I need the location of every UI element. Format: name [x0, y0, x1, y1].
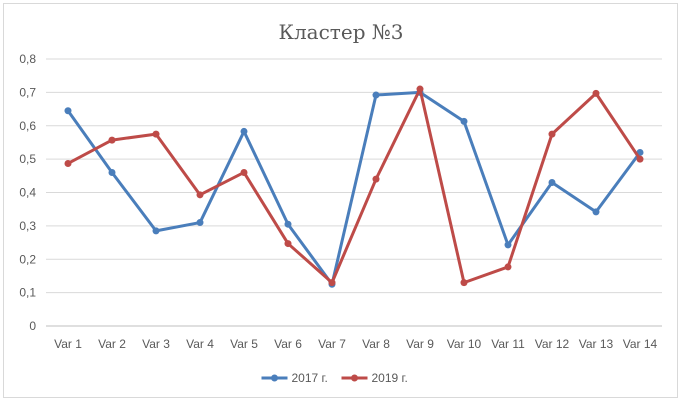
x-tick-label: Var 6: [274, 337, 302, 351]
y-tick-label: 0,6: [19, 119, 36, 133]
x-tick-label: Var 3: [142, 337, 170, 351]
y-tick-label: 0,1: [19, 286, 36, 300]
data-point: [592, 89, 600, 97]
data-point: [284, 220, 292, 228]
y-tick-label: 0,7: [19, 85, 36, 99]
data-point: [196, 219, 204, 227]
x-tick-label: Var 4: [186, 337, 214, 351]
data-point: [372, 175, 380, 183]
legend: 2017 г. 2019 г.: [261, 371, 408, 385]
data-point: [240, 168, 248, 176]
data-point: [240, 127, 248, 135]
data-point: [64, 159, 72, 167]
data-point: [504, 241, 512, 249]
data-point: [416, 85, 424, 93]
y-axis-ticks: 0 0,1 0,2 0,3 0,4 0,5 0,6 0,7 0,8: [19, 52, 36, 333]
series-line-2: [66, 87, 642, 285]
x-tick-label: Var 2: [98, 337, 126, 351]
y-tick-label: 0: [29, 319, 36, 333]
x-tick-label: Var 13: [579, 337, 614, 351]
data-point: [152, 227, 160, 235]
data-point: [548, 178, 556, 186]
data-point: [372, 91, 380, 99]
legend-label: 2019 г.: [372, 371, 408, 385]
chart-frame: Кластер №3 0 0,1 0,2 0,3 0,4 0,5 0,6 0,7 0,8 Var…: [3, 3, 678, 398]
x-tick-label: Var 12: [535, 337, 570, 351]
legend-swatch-marker: [271, 374, 278, 382]
legend-swatch-marker: [351, 374, 358, 382]
x-tick-label: Var 10: [447, 337, 482, 351]
data-point: [548, 130, 556, 138]
x-axis-ticks: Var 1 Var 2 Var 3 Var 4 Var 5 Var 6 Var 7 Var 8…: [54, 337, 657, 351]
data-point: [196, 191, 204, 199]
data-point: [504, 263, 512, 271]
y-tick-label: 0,3: [19, 219, 36, 233]
y-tick-label: 0,2: [19, 252, 36, 266]
x-tick-label: Var 9: [406, 337, 434, 351]
data-point: [328, 279, 336, 287]
data-point: [460, 279, 468, 287]
data-point: [592, 208, 600, 216]
data-point: [460, 117, 468, 125]
data-point: [152, 130, 160, 138]
data-point: [108, 168, 116, 176]
x-tick-label: Var 8: [362, 337, 390, 351]
data-point: [636, 155, 644, 163]
chart-title: Кластер №3: [278, 20, 403, 44]
y-tick-label: 0,8: [19, 52, 36, 66]
x-tick-label: Var 7: [318, 337, 346, 351]
data-point: [64, 107, 72, 115]
x-tick-label: Var 14: [623, 337, 658, 351]
data-point: [284, 240, 292, 248]
y-tick-label: 0,4: [19, 186, 36, 200]
data-point: [108, 136, 116, 144]
x-tick-label: Var 1: [54, 337, 82, 351]
line-chart: Кластер №3 0 0,1 0,2 0,3 0,4 0,5 0,6 0,7 0,8 Var…: [19, 20, 662, 385]
series-layer: [64, 85, 644, 288]
x-tick-label: Var 5: [230, 337, 258, 351]
y-tick-label: 0,5: [19, 152, 36, 166]
legend-label: 2017 г.: [292, 371, 328, 385]
x-tick-label: Var 11: [491, 337, 525, 351]
series-line-1: [66, 90, 642, 286]
